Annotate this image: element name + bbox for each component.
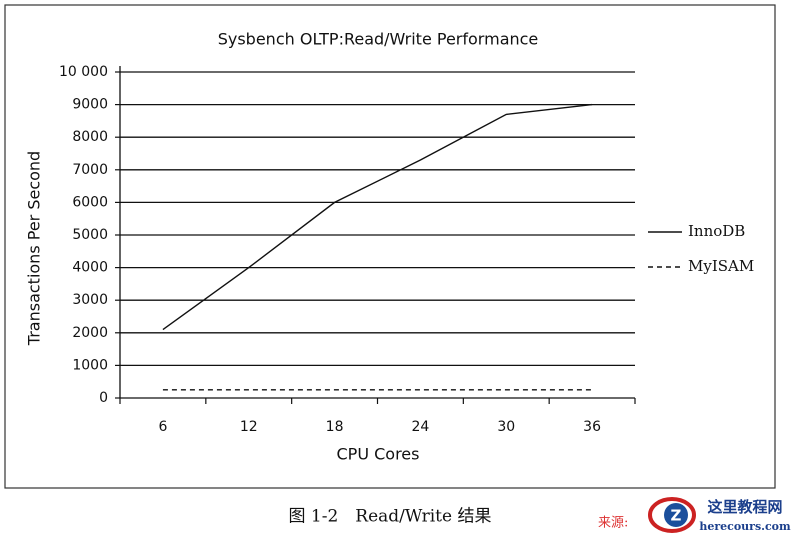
y-tick-label: 7000 (72, 162, 108, 178)
watermark-source: 来源: (598, 516, 628, 531)
x-tick-label: 18 (326, 419, 344, 435)
x-tick-label: 12 (240, 419, 258, 435)
watermark-logo: Z (648, 497, 696, 533)
logo-disc (664, 503, 688, 527)
x-tick-label: 36 (583, 419, 601, 435)
watermark-site-url: herecours.com (699, 520, 791, 533)
y-tick-label: 6000 (72, 194, 108, 210)
chart-frame (4, 4, 776, 489)
chart-title: Sysbench OLTP:Read/Write Performance (218, 30, 539, 49)
watermark-site-name: 这里教程网 (707, 498, 782, 516)
y-tick-label: 9000 (72, 97, 108, 113)
x-axis-label: CPU Cores (337, 445, 420, 464)
y-tick-label: 8000 (72, 129, 108, 145)
logo-ring (648, 497, 696, 533)
y-tick-label: 0 (99, 390, 108, 406)
y-tick-label: 3000 (72, 292, 108, 308)
x-tick-label: 6 (158, 419, 167, 435)
y-tick-label: 5000 (72, 227, 108, 243)
y-tick-label: 10 000 (59, 64, 108, 80)
legend-label: InnoDB (688, 222, 745, 240)
x-tick-label: 30 (497, 419, 515, 435)
y-axis-label: Transactions Per Second (25, 151, 44, 346)
y-tick-label: 1000 (72, 357, 108, 373)
figure-caption: 图 1-2 Read/Write 结果 (289, 507, 492, 527)
y-tick-label: 2000 (72, 325, 108, 341)
y-tick-label: 4000 (72, 260, 108, 276)
legend-label: MyISAM (688, 257, 754, 275)
series-line (162, 103, 593, 331)
x-tick-label: 24 (412, 419, 430, 435)
logo-letter: Z (671, 507, 682, 525)
